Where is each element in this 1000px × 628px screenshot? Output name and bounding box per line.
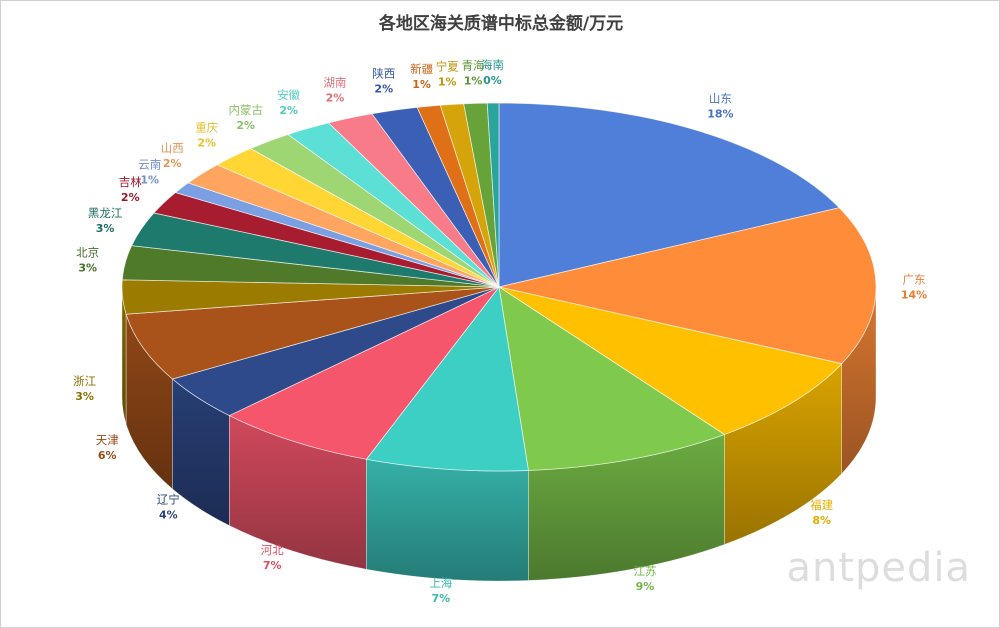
data-label-name: 福建 bbox=[810, 498, 833, 512]
data-label-name: 青海 bbox=[462, 58, 485, 72]
slice-山东[interactable] bbox=[498, 102, 840, 288]
data-label-name: 广东 bbox=[902, 272, 925, 286]
data-label-name: 江苏 bbox=[633, 564, 656, 578]
data-label-percent: 3% bbox=[96, 222, 115, 235]
data-label-name: 浙江 bbox=[73, 374, 96, 388]
data-label-name: 天津 bbox=[96, 433, 119, 447]
data-label-percent: 2% bbox=[374, 82, 393, 95]
slice-海南[interactable] bbox=[486, 102, 500, 288]
data-label-percent: 8% bbox=[812, 514, 831, 527]
data-label-name: 云南 bbox=[138, 157, 161, 171]
data-label-name: 上海 bbox=[429, 576, 452, 590]
data-label-percent: 1% bbox=[438, 76, 457, 89]
data-label-name: 宁夏 bbox=[436, 60, 459, 74]
data-label-percent: 7% bbox=[431, 592, 450, 605]
data-label-percent: 7% bbox=[263, 559, 282, 572]
data-label-percent: 1% bbox=[140, 173, 159, 186]
data-label-name: 新疆 bbox=[410, 62, 433, 76]
slice-上海[interactable] bbox=[365, 286, 529, 472]
data-label-percent: 2% bbox=[236, 119, 255, 132]
data-label-percent: 14% bbox=[901, 288, 927, 301]
data-label-percent: 9% bbox=[636, 580, 655, 593]
data-label-name: 河北 bbox=[261, 543, 284, 557]
data-label-percent: 18% bbox=[707, 107, 733, 120]
slice-天津[interactable] bbox=[125, 286, 500, 380]
data-label-percent: 6% bbox=[98, 449, 117, 462]
data-label-percent: 2% bbox=[197, 137, 216, 150]
chart-title: 各地区海关质谱中标总金额/万元 bbox=[378, 14, 624, 34]
data-label-name: 重庆 bbox=[195, 121, 218, 135]
data-label-name: 安徽 bbox=[277, 88, 300, 102]
data-label-percent: 2% bbox=[163, 157, 182, 170]
slice-sides bbox=[121, 286, 877, 582]
slice-江苏[interactable] bbox=[498, 286, 726, 471]
data-label-percent: 2% bbox=[279, 104, 298, 117]
slice-tops bbox=[121, 102, 877, 472]
data-label-percent: 1% bbox=[412, 78, 431, 91]
data-label-percent: 4% bbox=[159, 508, 178, 521]
slice-河北[interactable] bbox=[228, 286, 500, 460]
watermark-logo: antpedia bbox=[786, 545, 971, 591]
data-label-percent: 0% bbox=[483, 74, 502, 87]
data-labels: 山东 18% 广东 14% 福建 8% 江苏 9% 上海 7% 河北 7% 辽宁 4% 天津 6% 浙江 3% 北京… bbox=[73, 58, 927, 605]
data-label-name: 陕西 bbox=[372, 66, 395, 80]
data-label-percent: 2% bbox=[121, 191, 140, 204]
slice-side-上海 bbox=[366, 458, 529, 582]
data-label-name: 湖南 bbox=[323, 76, 346, 90]
slice-广东[interactable] bbox=[498, 207, 877, 365]
data-label-name: 吉林 bbox=[119, 175, 142, 189]
data-label-percent: 1% bbox=[464, 74, 483, 87]
slice-福建[interactable] bbox=[498, 286, 843, 435]
data-label-name: 海南 bbox=[481, 58, 504, 72]
data-label-percent: 2% bbox=[326, 92, 345, 105]
data-label-name: 山西 bbox=[161, 141, 184, 155]
data-label-percent: 3% bbox=[78, 261, 97, 274]
data-label-name: 北京 bbox=[76, 245, 99, 259]
data-label-name: 辽宁 bbox=[157, 492, 180, 506]
data-label-name: 山东 bbox=[709, 91, 732, 105]
data-label-name: 内蒙古 bbox=[228, 103, 263, 117]
data-label-percent: 3% bbox=[75, 390, 94, 403]
data-label-name: 黑龙江 bbox=[88, 206, 123, 220]
